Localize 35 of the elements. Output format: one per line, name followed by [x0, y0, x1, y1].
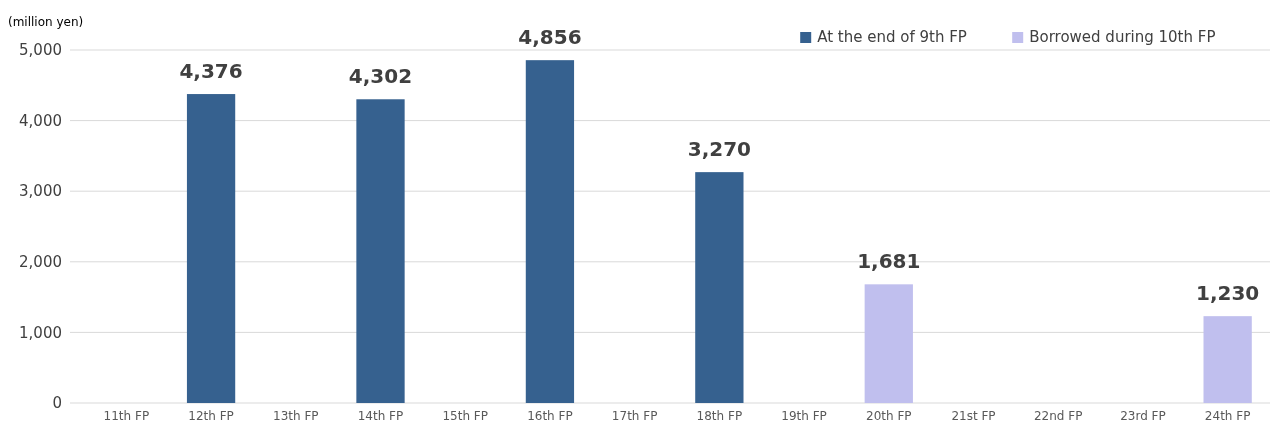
x-tick-label: 16th FP: [527, 409, 573, 423]
x-tick-label: 15th FP: [442, 409, 488, 423]
x-tick-label: 19th FP: [781, 409, 827, 423]
bar: [864, 284, 913, 403]
y-axis-title: (million yen): [8, 15, 84, 29]
bar: [695, 172, 744, 403]
x-tick-label: 11th FP: [103, 409, 150, 423]
x-tick-label: 20th FP: [866, 409, 912, 423]
x-tick-label: 24th FP: [1204, 409, 1251, 423]
x-tick-label: 21st FP: [951, 409, 996, 423]
legend-label: Borrowed during 10th FP: [1029, 28, 1216, 46]
y-tick-label: 2,000: [19, 253, 62, 272]
data-label: 4,376: [179, 59, 243, 84]
legend-label: At the end of 9th FP: [817, 28, 967, 46]
y-tick-label: 5,000: [19, 41, 62, 60]
x-tick-label: 22nd FP: [1033, 409, 1083, 423]
x-tick-label: 18th FP: [696, 409, 743, 423]
bar: [1203, 316, 1252, 403]
y-tick-label: 1,000: [19, 323, 62, 342]
y-tick-label: 3,000: [19, 182, 62, 201]
x-tick-label: 17th FP: [611, 409, 658, 423]
x-tick-label: 14th FP: [357, 409, 404, 423]
data-label: 3,270: [687, 137, 751, 162]
bar: [356, 99, 405, 403]
bar: [525, 60, 575, 403]
data-label: 1,230: [1196, 281, 1260, 306]
x-tick-label: 13th FP: [273, 409, 319, 423]
y-tick-label: 4,000: [19, 111, 62, 130]
data-label: 4,302: [348, 64, 413, 89]
x-tick-label: 23rd FP: [1120, 409, 1166, 423]
data-label: 1,681: [857, 249, 921, 274]
y-tick-label: 0: [52, 394, 62, 413]
data-label: 4,856: [518, 25, 582, 50]
x-tick-label: 12th FP: [188, 409, 234, 423]
bar: [186, 94, 236, 403]
